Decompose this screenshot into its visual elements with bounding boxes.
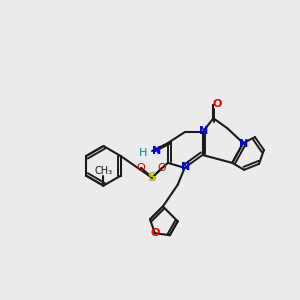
Text: H: H (139, 148, 147, 158)
Text: S: S (148, 171, 157, 184)
Text: N: N (239, 139, 249, 149)
Text: O: O (158, 163, 166, 173)
Text: CH₃: CH₃ (94, 166, 112, 176)
Text: O: O (213, 99, 222, 110)
Text: O: O (137, 163, 146, 173)
Text: O: O (150, 228, 160, 238)
Text: N: N (181, 162, 190, 172)
Text: N: N (199, 126, 208, 136)
Text: N: N (152, 146, 162, 156)
